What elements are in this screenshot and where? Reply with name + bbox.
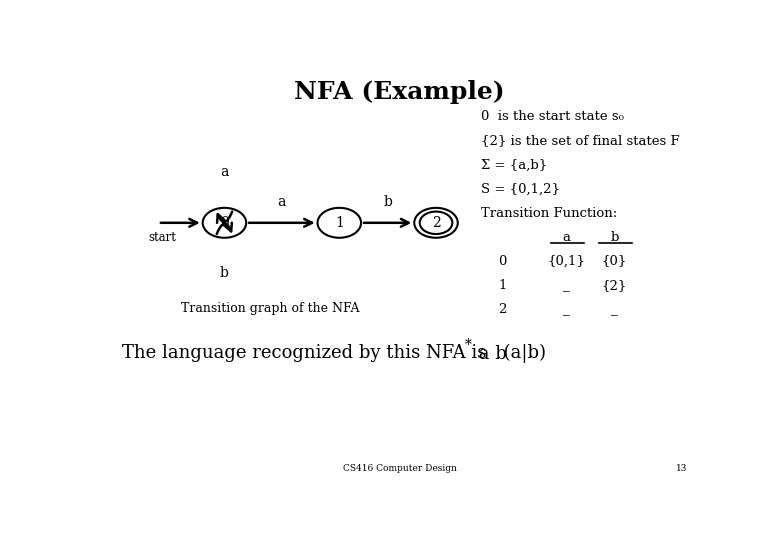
Text: _: _ [562, 279, 569, 292]
Text: b: b [220, 266, 229, 280]
Text: {2} is the set of final states F: {2} is the set of final states F [481, 134, 680, 147]
Text: *: * [465, 339, 472, 353]
Text: 13: 13 [675, 464, 687, 474]
Text: S = {0,1,2}: S = {0,1,2} [481, 183, 560, 195]
Text: {0,1}: {0,1} [547, 254, 585, 267]
Text: a b: a b [473, 345, 507, 363]
Text: 1: 1 [498, 279, 507, 292]
Text: 2: 2 [498, 303, 507, 316]
Text: {2}: {2} [601, 279, 627, 292]
Text: _: _ [562, 303, 569, 316]
Text: 2: 2 [431, 216, 441, 230]
Text: 0: 0 [498, 254, 507, 267]
Text: b: b [383, 195, 392, 209]
Text: b: b [610, 231, 619, 244]
Text: 1: 1 [335, 216, 344, 230]
Text: _: _ [611, 303, 618, 316]
Text: {0}: {0} [601, 254, 627, 267]
Text: start: start [149, 231, 177, 244]
Text: Σ = {a,b}: Σ = {a,b} [481, 159, 548, 172]
Text: CS416 Computer Design: CS416 Computer Design [343, 464, 456, 474]
Text: a: a [278, 195, 286, 209]
Text: Transition graph of the NFA: Transition graph of the NFA [180, 301, 359, 314]
Text: a: a [220, 165, 229, 179]
Text: 0: 0 [220, 216, 229, 230]
Text: The language recognized by this NFA is   (a|b): The language recognized by this NFA is (… [122, 344, 546, 363]
Text: Transition Function:: Transition Function: [481, 207, 618, 220]
Text: NFA (Example): NFA (Example) [294, 80, 505, 104]
Text: 0  is the start state s₀: 0 is the start state s₀ [481, 110, 624, 123]
Text: a: a [562, 231, 570, 244]
